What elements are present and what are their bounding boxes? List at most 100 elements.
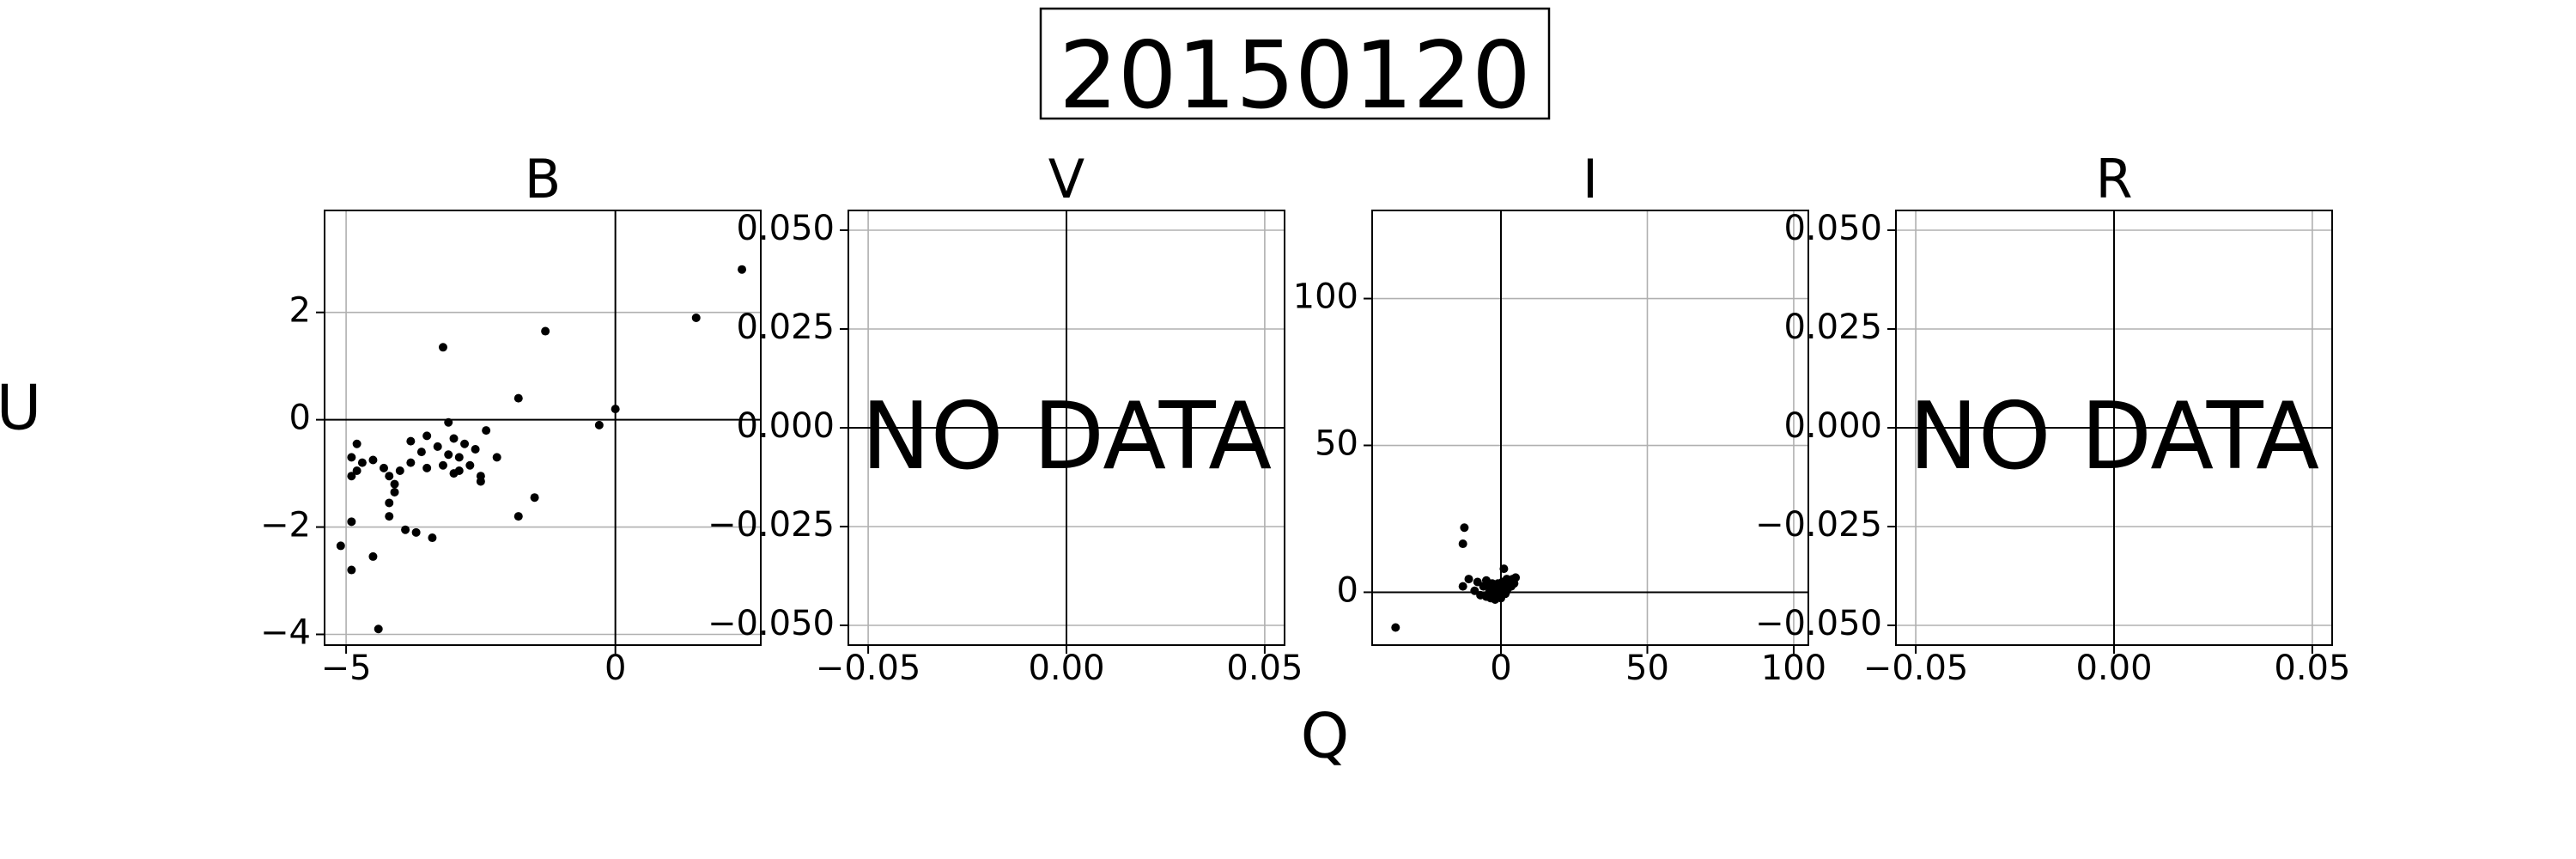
figure-ylabel: U [0, 372, 41, 444]
plot-frame [1371, 210, 1809, 646]
y-tick-label: 2 [289, 291, 311, 331]
y-tick-label: −2 [260, 506, 311, 545]
data-point-i-1 [1460, 523, 1469, 533]
data-point-b-37 [390, 487, 399, 497]
data-point-b-26 [379, 463, 388, 472]
data-point-b-27 [422, 463, 432, 472]
x-tick-label: 0.00 [2075, 649, 2152, 688]
data-point-b-24 [438, 460, 447, 470]
data-point-i-39 [1511, 573, 1521, 582]
data-point-b-22 [357, 458, 367, 467]
data-point-b-33 [385, 472, 394, 481]
data-point-b-19 [444, 450, 453, 460]
data-point-b-23 [406, 458, 416, 467]
x-tick-label: 0 [1490, 649, 1511, 688]
x-tick-label: 100 [1761, 649, 1826, 688]
y-tick-label: 50 [1315, 424, 1358, 464]
x-tick-label: 50 [1625, 649, 1669, 688]
plot-area [325, 210, 761, 645]
data-point-b-9 [422, 431, 432, 441]
data-point-b-21 [492, 453, 501, 462]
data-point-b-46 [336, 541, 345, 551]
data-point-b-42 [347, 517, 356, 527]
data-point-b-5 [611, 405, 620, 414]
data-point-i-2 [1458, 539, 1467, 549]
data-point-b-13 [433, 442, 442, 451]
data-point-b-11 [352, 439, 361, 448]
data-point-b-32 [352, 466, 361, 475]
data-point-i-29 [1499, 564, 1509, 574]
data-point-b-41 [513, 512, 523, 521]
data-point-b-0 [738, 265, 747, 274]
plot-frame [324, 210, 762, 646]
y-tick-label: 0.025 [736, 308, 835, 347]
data-point-b-1 [691, 313, 701, 322]
data-point-b-44 [401, 525, 410, 534]
data-point-b-31 [347, 472, 356, 481]
data-point-b-12 [406, 436, 416, 446]
data-point-b-29 [395, 466, 404, 475]
y-tick-label: 0.050 [736, 209, 835, 248]
no-data-label: NO DATA [1909, 383, 2319, 490]
x-tick-label: −0.05 [816, 649, 921, 688]
panel-title: V [1048, 148, 1084, 210]
data-point-i-5 [1473, 577, 1482, 587]
data-point-b-47 [368, 551, 378, 561]
data-point-b-45 [428, 533, 437, 543]
data-point-b-49 [374, 624, 383, 634]
figure-title: 20150120 [1059, 22, 1531, 130]
panel-title: R [2095, 148, 2132, 210]
y-tick-label: 0.000 [1783, 406, 1882, 446]
plot-area [1372, 210, 1808, 645]
x-tick-label: 0.05 [2274, 649, 2350, 688]
x-tick-label: −0.05 [1863, 649, 1969, 688]
data-point-b-48 [347, 565, 356, 575]
y-tick-label: 0.025 [1783, 308, 1882, 347]
data-point-b-35 [390, 479, 399, 489]
x-tick-label: 0 [605, 649, 626, 688]
y-tick-label: 100 [1293, 277, 1358, 317]
panel-i: 0 50 100 0 50 100 I [1293, 148, 1826, 688]
y-tick-label: −0.050 [708, 604, 835, 643]
x-tick-label: 0.00 [1028, 649, 1104, 688]
data-point-b-17 [347, 453, 356, 462]
data-point-b-6 [594, 420, 604, 430]
y-tick-label: 0.000 [736, 406, 835, 446]
data-point-b-2 [541, 326, 550, 336]
y-tick-label: 0 [1337, 570, 1358, 610]
figure-xlabel: Q [1301, 700, 1350, 772]
data-point-b-43 [411, 527, 421, 537]
panel-v: −0.05 0.00 0.05 −0.050 −0.025 0.000 0.025 0.050… [708, 148, 1303, 688]
panel-r: −0.05 0.00 0.05 −0.050 −0.025 0.000 0.025 0.050… [1755, 148, 2350, 688]
y-tick-label: −4 [260, 613, 311, 653]
figure-title-box [1039, 7, 1551, 120]
data-point-i-3 [1458, 582, 1467, 591]
data-point-b-30 [449, 469, 459, 478]
data-point-b-3 [438, 343, 447, 352]
x-tick-label: 0.05 [1226, 649, 1303, 688]
data-point-b-18 [368, 455, 378, 465]
data-point-b-14 [460, 439, 470, 448]
data-point-i-6 [1470, 586, 1479, 595]
data-point-b-8 [482, 426, 491, 436]
data-point-b-38 [530, 493, 539, 503]
panel-title: B [525, 148, 562, 210]
data-point-b-40 [385, 512, 394, 521]
y-tick-label: −0.050 [1755, 604, 1882, 643]
data-point-b-25 [465, 460, 475, 470]
data-point-b-16 [416, 448, 426, 457]
data-point-b-4 [513, 393, 523, 403]
y-tick-label: 0.050 [1783, 209, 1882, 248]
panel-b: −5 0 −4 −2 0 2 B [260, 148, 762, 688]
panel-title: I [1583, 148, 1598, 210]
data-point-b-10 [449, 434, 459, 443]
data-point-i-4 [1464, 575, 1473, 584]
data-point-b-36 [476, 477, 485, 486]
data-point-b-20 [454, 453, 464, 462]
y-tick-label: −0.025 [1755, 505, 1882, 545]
y-tick-label: −0.025 [708, 505, 835, 545]
data-point-b-39 [385, 498, 394, 508]
data-point-b-15 [471, 444, 480, 454]
